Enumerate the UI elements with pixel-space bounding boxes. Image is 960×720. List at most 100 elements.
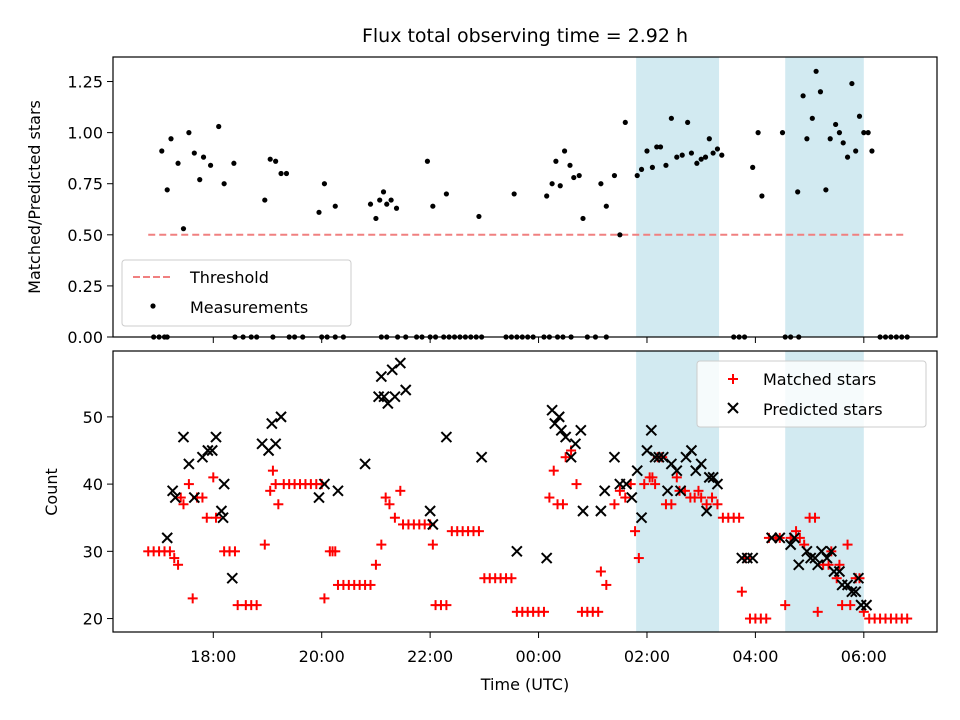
predicted-star-point [821, 552, 833, 564]
predicted-x-b [266, 417, 278, 430]
measurement-point [231, 160, 237, 166]
predicted-x-b [595, 505, 607, 517]
measurement-point [175, 160, 181, 166]
matched-star-point [601, 579, 612, 590]
predicted-x-b [665, 458, 678, 470]
matched-star-point [427, 539, 438, 550]
matched-star-point [666, 499, 677, 510]
predicted-star-point [784, 538, 797, 551]
measurement-point [207, 162, 214, 168]
predicted-x-b [394, 357, 407, 369]
predicted-x-b [833, 565, 846, 578]
matched-star-point [823, 559, 834, 570]
matched-star-point [794, 532, 805, 543]
matched-star-point [812, 606, 823, 617]
measurement-point [719, 152, 725, 158]
measurement-point [557, 183, 563, 189]
matched-star-point [842, 539, 853, 550]
matched-star-point [506, 573, 517, 584]
measurement-point [869, 148, 875, 154]
matched-star-point [370, 559, 381, 570]
predicted-x-b [793, 559, 805, 571]
matched-star-point [208, 472, 219, 483]
predicted-x-b [707, 471, 719, 484]
predicted-x-b [202, 444, 214, 457]
matched-star-point [259, 539, 270, 550]
ratio-panel: 0.00 0.25 0.50 0.75 1.00 1.25 [67, 56, 938, 347]
measurement-point [817, 89, 824, 95]
predicted-star-point [788, 532, 801, 544]
matched-star-point [197, 492, 208, 503]
matched-star-point [693, 485, 704, 496]
predicted-star-point [202, 444, 214, 457]
threshold-legend-label: Threshold [189, 268, 269, 287]
predicted-x-b [852, 572, 865, 584]
predicted-x-b [440, 431, 453, 443]
matched-star-point [845, 600, 856, 611]
measurement-point [638, 166, 645, 173]
predicted-star-point [649, 451, 661, 463]
predicted-star-point [631, 464, 643, 477]
predicted-x-b [649, 451, 661, 463]
matched-star-point [173, 559, 184, 570]
measurement-point [332, 203, 338, 209]
matched-legend-swatch [728, 374, 738, 384]
predicted-star-point [852, 572, 865, 584]
measurement-point [836, 130, 843, 136]
matched-star-point [780, 600, 791, 611]
measurement-point [617, 232, 623, 238]
matched-star-point [441, 600, 452, 611]
measurement-point [844, 154, 851, 160]
predicted-x-b [801, 545, 813, 558]
predicted-x-b [275, 411, 287, 423]
predicted-x-b [169, 491, 182, 504]
measurement-point [283, 170, 290, 177]
measurement-point [827, 136, 833, 142]
measurements-legend-swatch [150, 303, 156, 309]
matched-star-point [395, 485, 406, 496]
predicted-x-b [575, 424, 587, 437]
measurement-point [273, 158, 279, 164]
predicted-star-point [210, 431, 222, 443]
bottom-axes-frame [112, 350, 938, 633]
matched-star-point [609, 499, 620, 510]
predicted-star-point [849, 585, 862, 598]
predicted-star-point [359, 458, 371, 470]
x-tick-label: 06:00 [841, 647, 887, 666]
matched-star-point [647, 472, 658, 483]
measurement-point [388, 197, 394, 203]
x-tick-label: 18:00 [190, 647, 236, 666]
measurement-point [262, 197, 268, 203]
matched-star-point [834, 559, 845, 570]
predicted-x-b [635, 512, 648, 524]
predicted-x-b [389, 391, 401, 403]
x-axis-label: Time (UTC) [480, 675, 569, 694]
predicted-x-b [161, 532, 173, 544]
measurement-point [567, 162, 573, 168]
matched-star-point [810, 512, 821, 523]
predicted-x-b [626, 491, 638, 504]
measurement-point [598, 181, 604, 187]
predicted-star-point [218, 478, 230, 490]
measurement-point [800, 93, 806, 99]
measurement-point [714, 146, 721, 152]
matched-star-point [902, 613, 913, 624]
matched-star-point [734, 512, 745, 523]
predicted-x-b [540, 552, 553, 564]
measurement-point [443, 191, 449, 197]
predicted-star-point [475, 451, 488, 463]
matched-star-point [614, 485, 625, 496]
predicted-star-point [378, 391, 390, 403]
predicted-star-point [577, 505, 589, 517]
predicted-star-point [400, 384, 412, 396]
measurement-point [561, 148, 568, 154]
x-tick-label: 00:00 [515, 647, 561, 666]
predicted-x-b [359, 458, 371, 470]
y-tick-label: 30 [83, 542, 103, 561]
measurement-point [267, 156, 273, 162]
matched-star-point [633, 553, 644, 564]
predicted-x-b [685, 444, 698, 457]
predicted-x-b [608, 451, 621, 463]
predicted-x-b [215, 505, 228, 517]
predicted-star-point [645, 424, 658, 437]
